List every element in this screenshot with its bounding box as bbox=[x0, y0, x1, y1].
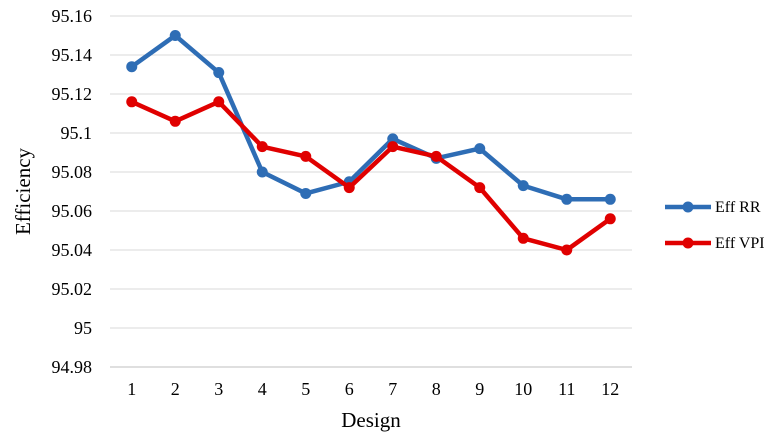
x-tick-label: 9 bbox=[475, 379, 484, 399]
legend-item: Eff RR bbox=[665, 199, 761, 216]
data-point bbox=[343, 182, 355, 194]
y-tick-label: 95.08 bbox=[52, 162, 93, 182]
series-line bbox=[129, 99, 613, 253]
legend-label: Eff VPI bbox=[715, 235, 765, 252]
x-tick-label: 8 bbox=[432, 379, 441, 399]
x-tick-label: 1 bbox=[127, 379, 136, 399]
y-tick-label: 95.14 bbox=[52, 45, 93, 65]
data-point bbox=[126, 96, 138, 108]
data-point bbox=[517, 180, 529, 192]
x-tick-label: 4 bbox=[258, 379, 267, 399]
data-point bbox=[126, 61, 138, 73]
x-tick-label: 6 bbox=[345, 379, 354, 399]
y-tick-label: 95.02 bbox=[52, 279, 93, 299]
legend-swatch-marker bbox=[682, 237, 694, 249]
y-tick-label: 94.98 bbox=[52, 357, 93, 377]
y-tick-label: 95.12 bbox=[52, 84, 93, 104]
data-point bbox=[561, 244, 573, 256]
data-point bbox=[213, 96, 225, 108]
series-0 bbox=[126, 30, 616, 205]
data-point bbox=[300, 187, 312, 199]
legend-item: Eff VPI bbox=[665, 235, 765, 252]
y-tick-label: 95.06 bbox=[52, 201, 93, 221]
data-point bbox=[256, 141, 268, 153]
series bbox=[126, 30, 616, 256]
gridlines bbox=[110, 15, 632, 368]
y-axis-title: Efficiency bbox=[11, 147, 35, 235]
y-tick-label: 95.1 bbox=[61, 123, 93, 143]
data-point bbox=[300, 150, 312, 162]
data-point bbox=[256, 166, 268, 178]
x-tick-label: 10 bbox=[514, 379, 532, 399]
data-point bbox=[517, 232, 529, 244]
x-tick-label: 11 bbox=[558, 379, 575, 399]
data-point bbox=[604, 193, 616, 205]
legend: Eff RR Eff VPI bbox=[665, 199, 765, 252]
data-point bbox=[169, 115, 181, 127]
x-axis-title: Design bbox=[341, 408, 401, 432]
data-point bbox=[474, 182, 486, 194]
x-tick-label: 5 bbox=[301, 379, 310, 399]
series-1 bbox=[126, 96, 616, 256]
axes: 94.989595.0295.0495.0695.0895.195.1295.1… bbox=[52, 6, 632, 399]
legend-label: Eff RR bbox=[715, 199, 761, 216]
x-tick-label: 2 bbox=[171, 379, 180, 399]
data-point bbox=[430, 150, 442, 162]
y-tick-label: 95 bbox=[74, 318, 92, 338]
data-point bbox=[213, 67, 225, 79]
series-line bbox=[129, 33, 613, 202]
x-tick-label: 12 bbox=[601, 379, 619, 399]
legend-swatch-marker bbox=[682, 201, 694, 213]
data-point bbox=[604, 213, 616, 225]
y-tick-label: 95.04 bbox=[52, 240, 93, 260]
x-tick-label: 3 bbox=[214, 379, 223, 399]
x-tick-label: 7 bbox=[388, 379, 397, 399]
y-tick-label: 95.16 bbox=[52, 6, 93, 26]
data-point bbox=[169, 30, 181, 41]
data-point bbox=[474, 143, 486, 155]
data-point bbox=[561, 193, 573, 205]
data-point bbox=[387, 141, 399, 153]
data-point bbox=[387, 133, 399, 145]
